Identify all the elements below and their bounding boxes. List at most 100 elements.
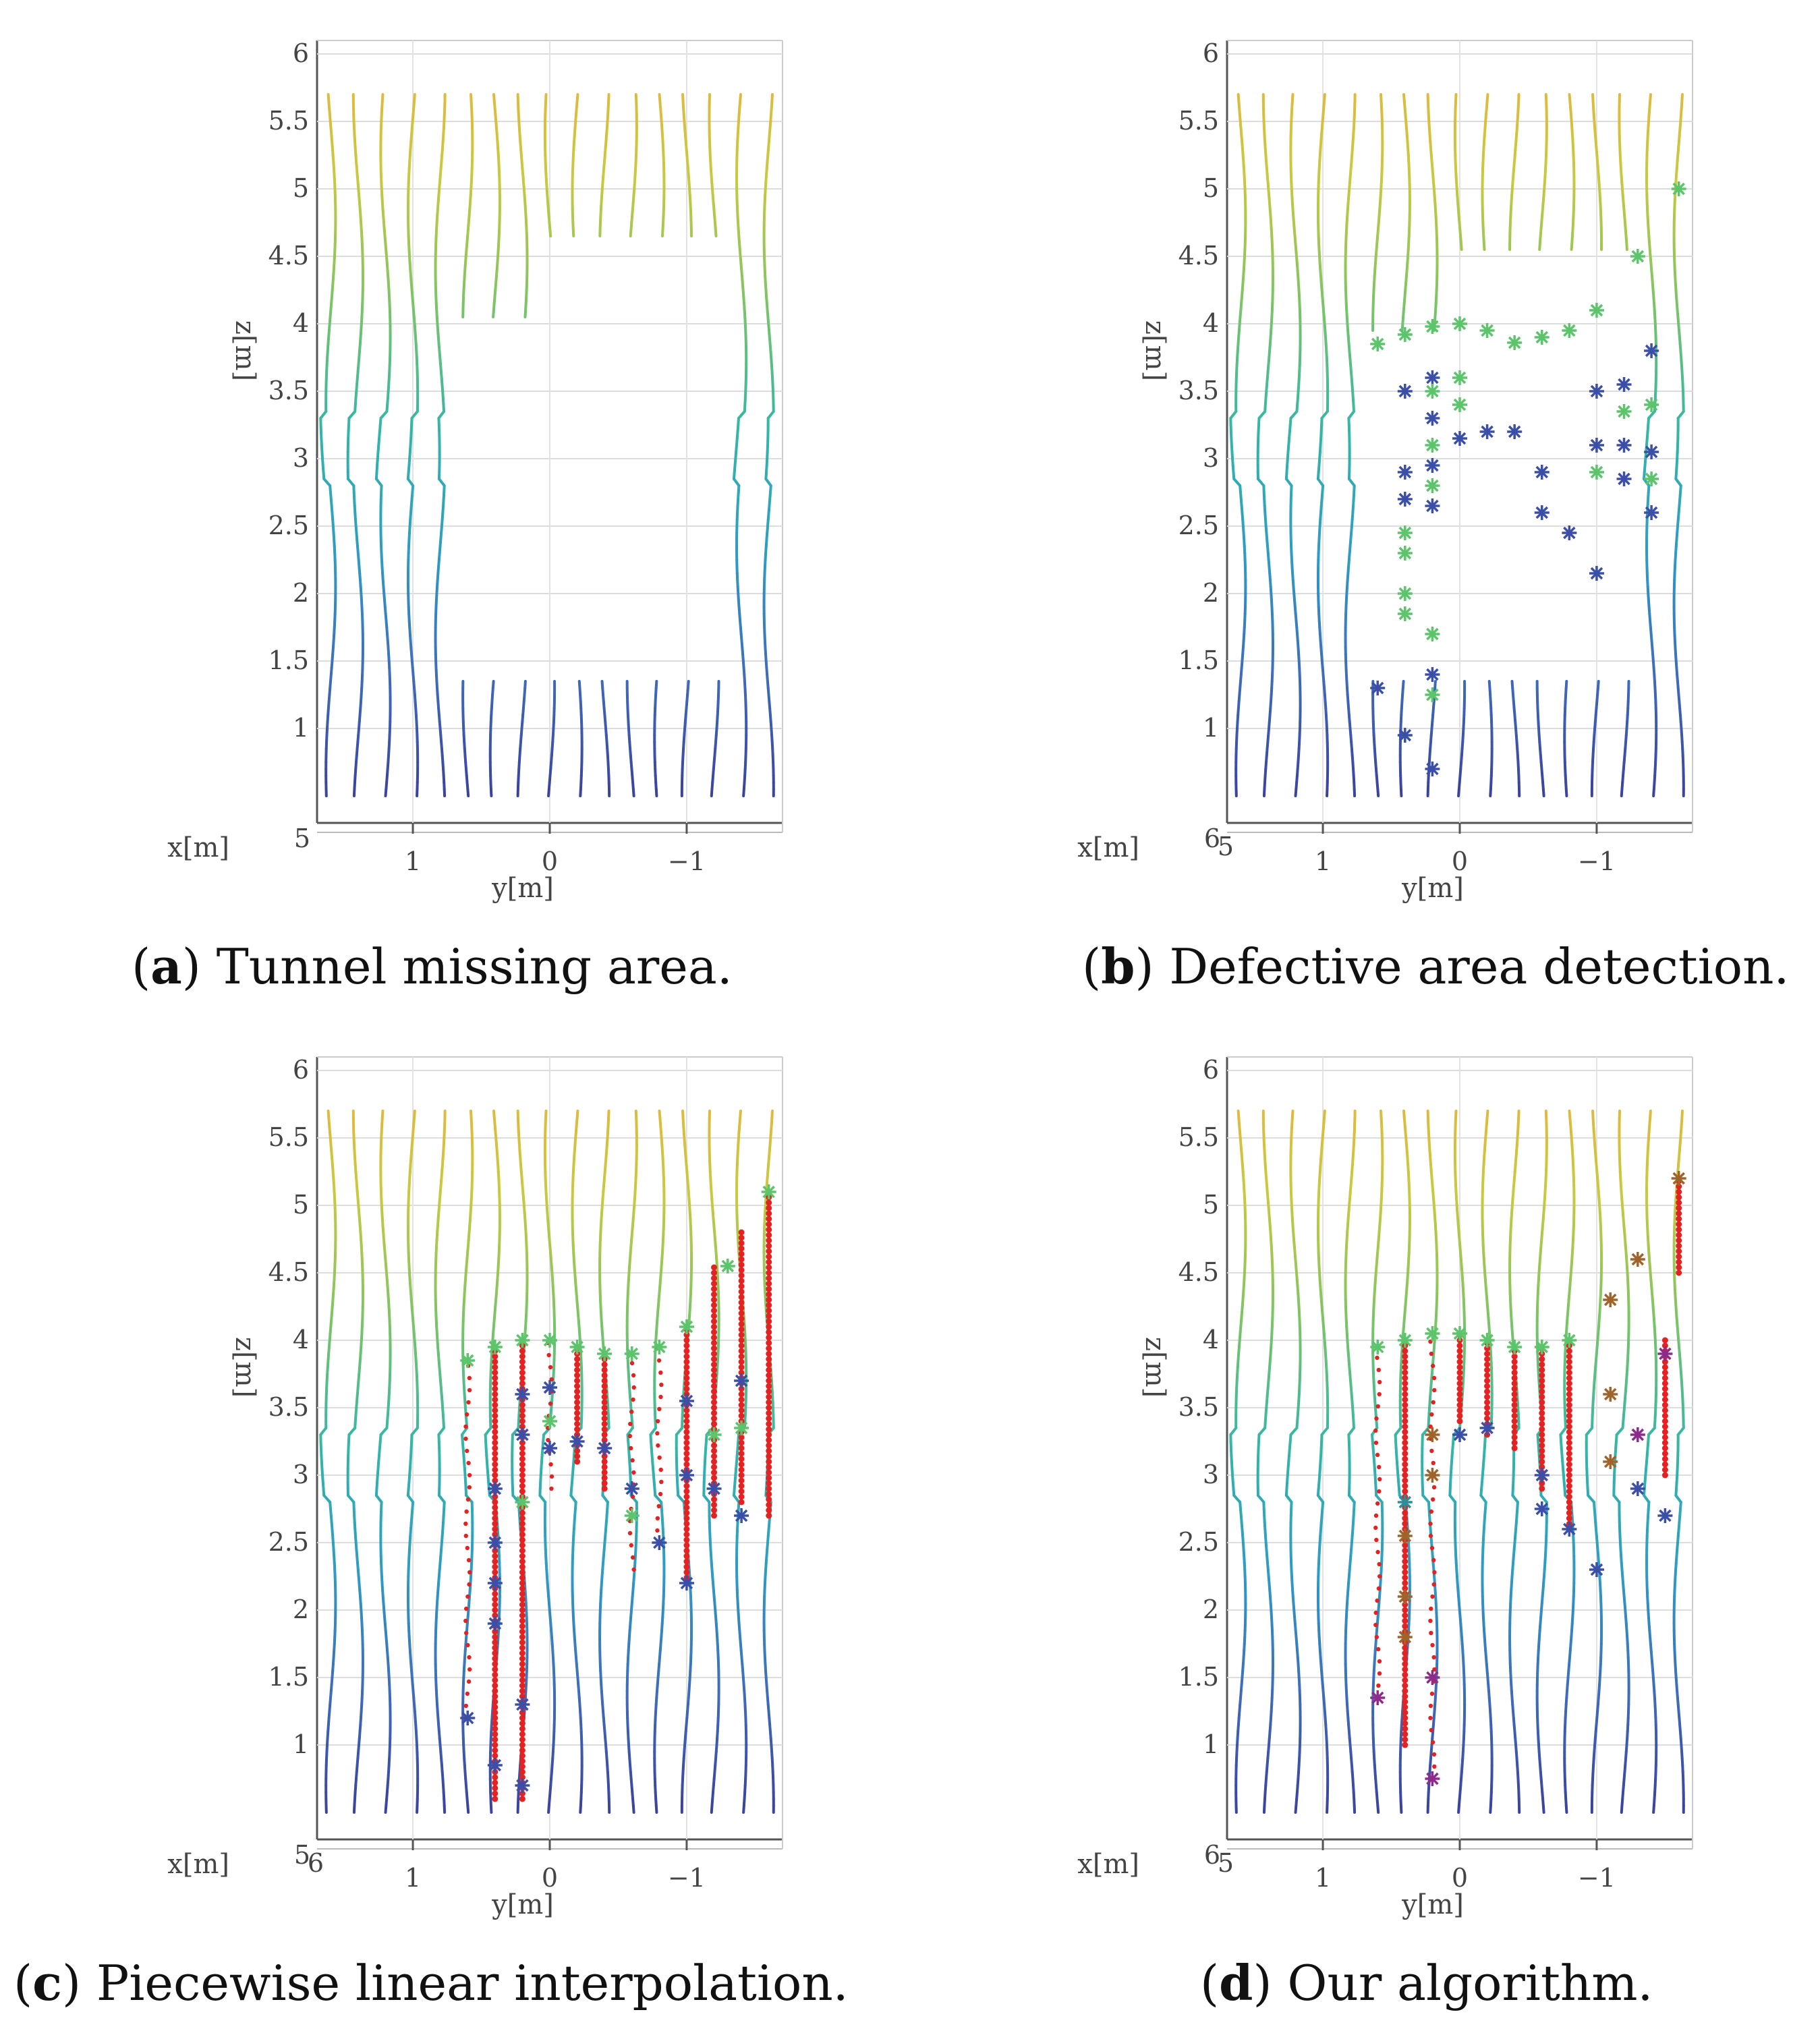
star-marker <box>1397 465 1413 480</box>
interpolated-point <box>627 1433 633 1439</box>
tunnel-profile-segment <box>1320 410 1329 420</box>
interpolated-point <box>519 1612 525 1619</box>
z-tick-label: 1 <box>1203 713 1219 743</box>
interpolated-point <box>492 1515 499 1522</box>
interpolated-point <box>738 1369 745 1376</box>
interpolated-point <box>738 1412 745 1419</box>
interpolated-point <box>492 1796 499 1802</box>
interpolated-point <box>683 1348 690 1354</box>
interpolated-point <box>492 1423 499 1430</box>
interpolated-point <box>766 1286 772 1292</box>
interpolated-point <box>492 1596 499 1603</box>
interpolated-point <box>519 1607 525 1613</box>
interpolated-point <box>766 1280 772 1287</box>
interpolated-point <box>519 1412 525 1419</box>
interpolated-point <box>519 1693 525 1700</box>
interpolated-point <box>658 1467 663 1472</box>
interpolated-point <box>463 1630 469 1636</box>
interpolated-point <box>766 1307 772 1314</box>
z-tick-label: 3 <box>293 443 309 473</box>
z-tick-label: 3.5 <box>268 376 309 405</box>
tunnel-profile-segment <box>575 1110 579 1119</box>
interpolated-point <box>492 1375 499 1381</box>
star-marker <box>1589 465 1604 480</box>
interpolated-point <box>766 1221 772 1228</box>
interpolated-point <box>519 1472 525 1479</box>
interpolated-point <box>466 1679 472 1684</box>
interpolated-point <box>519 1483 525 1489</box>
y-tick-label: 0 <box>1452 847 1468 876</box>
interpolated-point <box>601 1469 608 1476</box>
interpolated-point <box>492 1677 499 1684</box>
y-tick-label: −1 <box>668 1863 706 1893</box>
interpolated-point <box>711 1302 718 1309</box>
interpolated-point <box>492 1698 499 1705</box>
interpolated-point <box>766 1404 772 1411</box>
y-axis-label: y[m] <box>491 1889 554 1920</box>
tunnel-profile-segment <box>1564 680 1568 689</box>
tunnel-profile-segment <box>347 1427 357 1436</box>
interpolated-point <box>467 1667 472 1672</box>
y-tick-label: 0 <box>542 847 558 876</box>
interpolated-point <box>738 1288 745 1295</box>
tunnel-profile-segment <box>346 1494 356 1504</box>
interpolated-point <box>519 1348 525 1354</box>
interpolated-point <box>519 1677 525 1684</box>
interpolated-point <box>465 1691 470 1696</box>
tunnel-profile-segment <box>379 1427 389 1436</box>
tunnel-profile-segment <box>374 1494 383 1504</box>
y-tick-label: 0 <box>542 1863 558 1893</box>
interpolated-point <box>711 1383 718 1390</box>
tunnel-profile-segment <box>1487 680 1491 689</box>
interpolated-point <box>683 1353 690 1360</box>
interpolated-point <box>738 1240 745 1247</box>
tunnel-profile-segment <box>569 1494 577 1504</box>
interpolated-point <box>492 1644 499 1651</box>
interpolated-point <box>492 1693 499 1700</box>
interpolated-point <box>574 1421 581 1427</box>
interpolated-point <box>766 1474 772 1481</box>
z-tick-label: 2.5 <box>268 511 309 540</box>
interpolated-point <box>519 1720 525 1727</box>
interpolated-point <box>711 1367 718 1373</box>
interpolated-point <box>519 1402 525 1408</box>
interpolated-point <box>519 1461 525 1468</box>
interpolated-point <box>492 1407 499 1414</box>
interpolated-point <box>683 1434 690 1441</box>
interpolated-point <box>738 1364 745 1371</box>
tunnel-profile-segment <box>601 1494 609 1504</box>
z-tick-label: 2 <box>293 578 309 608</box>
interpolated-point <box>655 1419 660 1424</box>
interpolated-point <box>766 1269 772 1276</box>
interpolated-point <box>601 1377 608 1384</box>
interpolated-point <box>464 1509 469 1514</box>
interpolated-point <box>738 1348 745 1354</box>
star-marker <box>1397 586 1413 601</box>
tunnel-profile-segment <box>739 93 742 103</box>
interpolated-point <box>601 1485 608 1492</box>
interpolated-point <box>683 1385 690 1392</box>
y-tick-label: −1 <box>668 847 706 876</box>
star-marker <box>1616 471 1632 486</box>
z-tick-label: 5 <box>293 1190 309 1220</box>
interpolated-point <box>683 1375 690 1381</box>
interpolated-point <box>465 1545 470 1551</box>
interpolated-point <box>467 1375 472 1381</box>
interpolated-point <box>519 1596 525 1603</box>
interpolated-point <box>683 1369 690 1376</box>
z-axis-label: z[m] <box>1139 320 1170 381</box>
interpolated-point <box>766 1350 772 1357</box>
interpolated-point <box>548 1365 553 1370</box>
interpolated-point <box>738 1229 745 1236</box>
interpolated-point <box>492 1412 499 1419</box>
interpolated-point <box>766 1340 772 1346</box>
interpolated-point <box>766 1453 772 1460</box>
interpolated-point <box>519 1531 525 1538</box>
interpolated-point <box>655 1528 660 1533</box>
z-tick-label: 2 <box>293 1595 309 1624</box>
interpolated-point <box>711 1501 718 1508</box>
tunnel-profile-segment <box>1596 680 1600 689</box>
interpolated-point <box>657 1455 662 1460</box>
interpolated-point <box>519 1725 525 1732</box>
